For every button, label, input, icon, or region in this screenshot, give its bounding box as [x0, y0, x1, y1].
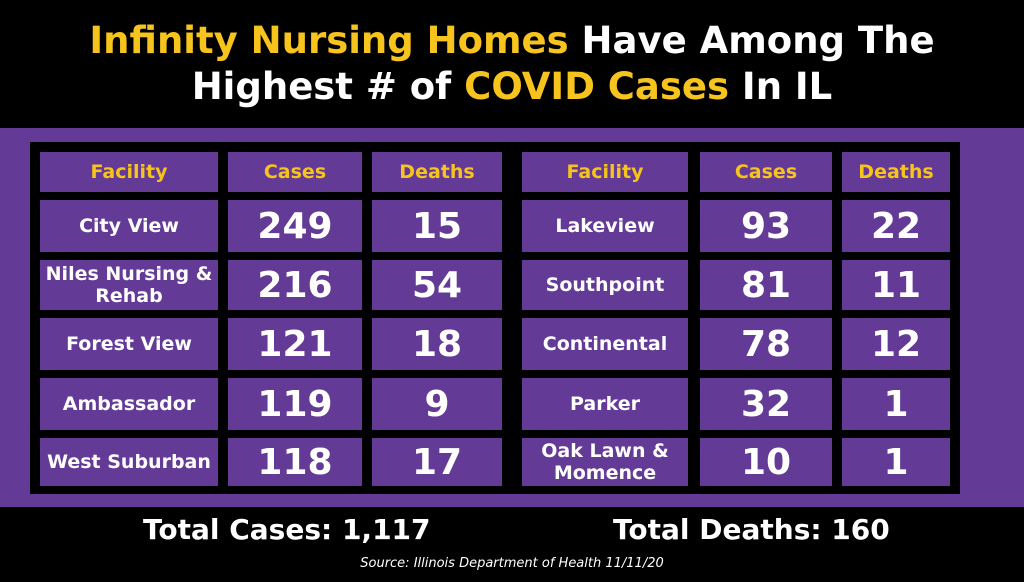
facility-name-cell: Parker [522, 378, 688, 430]
facility-name-cell: West Suburban [40, 438, 218, 486]
title-text-3: In IL [729, 65, 833, 108]
facility-name-cell: Ambassador [40, 378, 218, 430]
cases-value-cell: 121 [228, 318, 362, 370]
cases-value-cell: 32 [700, 378, 832, 430]
cases-value-cell: 118 [228, 438, 362, 486]
column-header-cases: Cases [700, 152, 832, 192]
deaths-value-cell: 17 [372, 438, 502, 486]
deaths-value-cell: 9 [372, 378, 502, 430]
total-cases: Total Cases: 1,117 [143, 513, 431, 546]
deaths-value-cell: 1 [842, 438, 950, 486]
cases-value-cell: 216 [228, 260, 362, 310]
title-text-2: Highest # of [191, 65, 465, 108]
deaths-value-cell: 18 [372, 318, 502, 370]
deaths-value-cell: 54 [372, 260, 502, 310]
facility-name-cell: Oak Lawn & Momence [522, 438, 688, 486]
cases-value-cell: 81 [700, 260, 832, 310]
cases-value-cell: 249 [228, 200, 362, 252]
total-deaths: Total Deaths: 160 [613, 513, 890, 546]
title-line-2: Highest # of COVID Cases In IL [0, 64, 1024, 110]
cases-value-cell: 93 [700, 200, 832, 252]
title-highlight-covid: COVID Cases [464, 65, 730, 108]
source-note: Source: Illinois Department of Health 11… [360, 556, 664, 571]
facility-name-cell: Southpoint [522, 260, 688, 310]
column-header-cases: Cases [228, 152, 362, 192]
chart-title: Infinity Nursing Homes Have Among The Hi… [0, 18, 1024, 110]
facility-name-cell: City View [40, 200, 218, 252]
column-header-deaths: Deaths [842, 152, 950, 192]
cases-value-cell: 119 [228, 378, 362, 430]
facility-table-left: Facility Cases Deaths City View 249 15 Niles N… [30, 142, 512, 494]
column-header-deaths: Deaths [372, 152, 502, 192]
title-highlight-facility: Infinity Nursing Homes [89, 19, 569, 62]
deaths-value-cell: 1 [842, 378, 950, 430]
title-line-1: Infinity Nursing Homes Have Among The [0, 18, 1024, 64]
column-header-facility: Facility [40, 152, 218, 192]
deaths-value-cell: 15 [372, 200, 502, 252]
deaths-value-cell: 11 [842, 260, 950, 310]
cases-value-cell: 10 [700, 438, 832, 486]
deaths-value-cell: 22 [842, 200, 950, 252]
facility-table-right: Facility Cases Deaths Lakeview 93 22 Southpoin… [512, 142, 960, 494]
title-text-1: Have Among The [568, 19, 935, 62]
deaths-value-cell: 12 [842, 318, 950, 370]
facility-name-cell: Niles Nursing & Rehab [40, 260, 218, 310]
facility-name-cell: Lakeview [522, 200, 688, 252]
column-header-facility: Facility [522, 152, 688, 192]
cases-value-cell: 78 [700, 318, 832, 370]
facility-name-cell: Forest View [40, 318, 218, 370]
facility-name-cell: Continental [522, 318, 688, 370]
